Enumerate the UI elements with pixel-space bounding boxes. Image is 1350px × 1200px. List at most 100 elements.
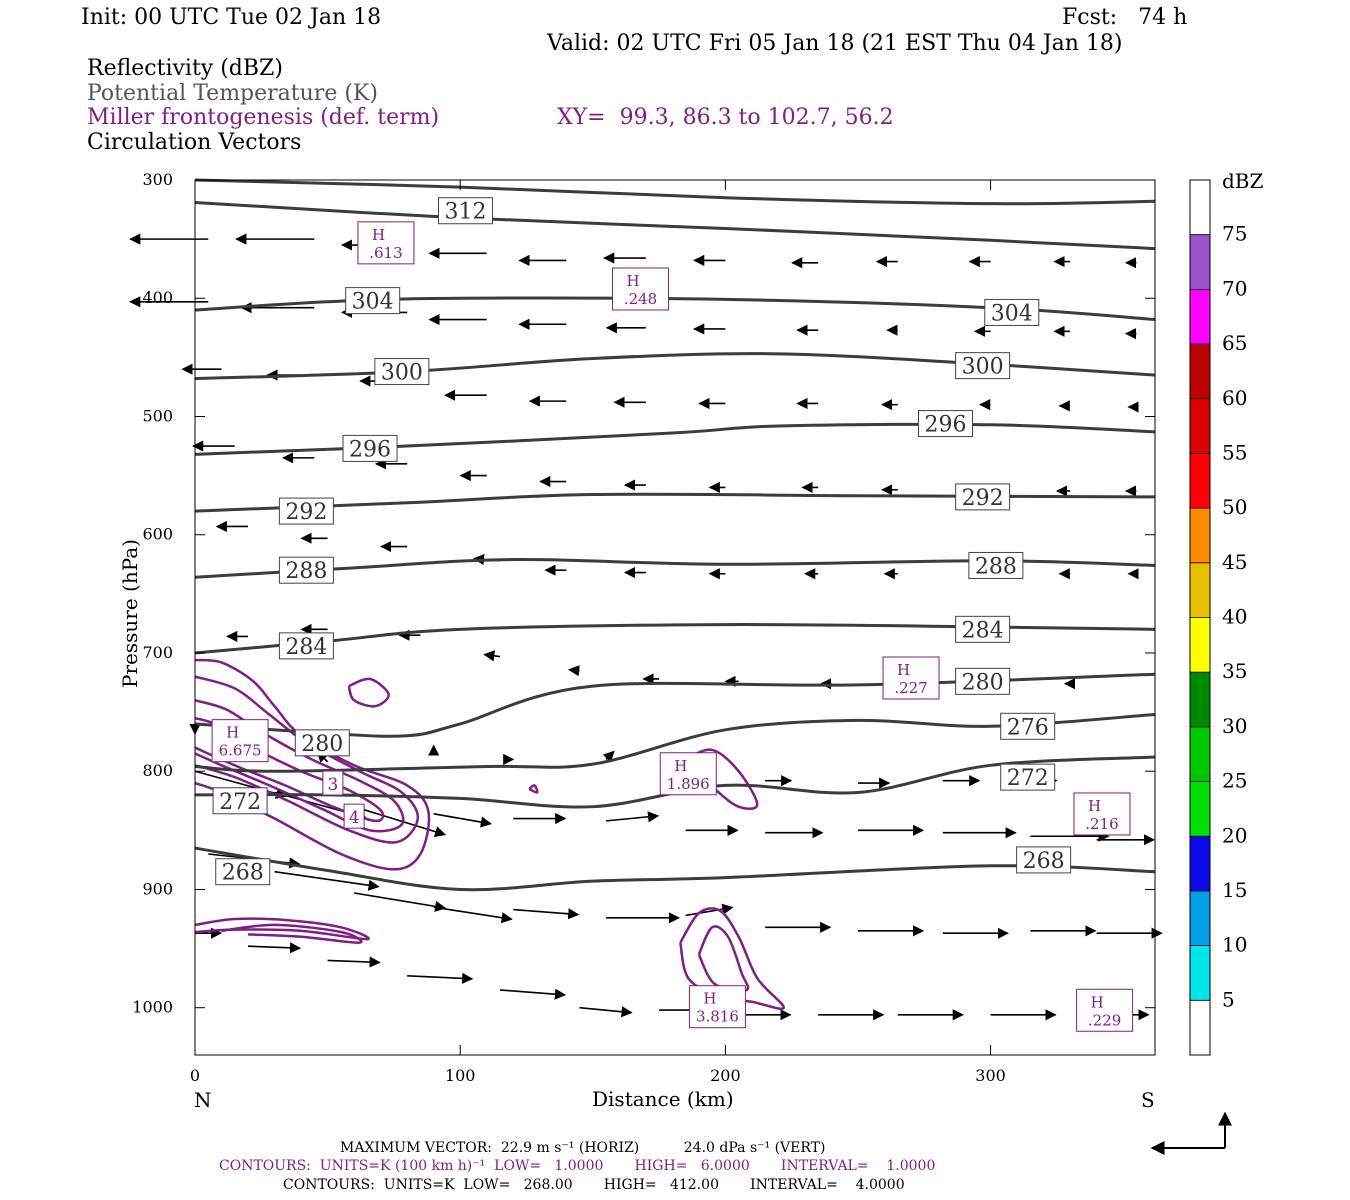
y-axis-label: Pressure (hPa) (118, 539, 142, 688)
fronto-contour-line (221, 923, 363, 944)
y-tick-label: 500 (142, 406, 173, 425)
y-tick-label: 900 (142, 879, 173, 898)
cross-section-xy: XY= 99.3, 86.3 to 102.7, 56.2 (557, 105, 894, 130)
circulation-vector (579, 1006, 633, 1018)
colorbar-tick-label: 25 (1222, 769, 1247, 793)
colorbar-tick-label: 65 (1222, 331, 1247, 355)
circulation-vector (605, 811, 660, 823)
theta-label-box (955, 615, 1011, 643)
theta-label-box (984, 298, 1040, 326)
theta-label-box (1000, 763, 1056, 791)
colorbar-swatch (1190, 398, 1210, 454)
fronto-max-box (1076, 988, 1134, 1032)
fronto-max-box (1073, 792, 1131, 836)
colorbar-swatch (1190, 344, 1210, 399)
y-tick-label: 1000 (132, 998, 173, 1017)
colorbar-tick-label: 35 (1222, 659, 1247, 683)
circulation-vector (499, 988, 567, 1000)
theta-label-box (955, 483, 1011, 511)
theta-label: 312 (444, 200, 486, 225)
colorbar-tick-label: 15 (1222, 878, 1247, 902)
colorbar-swatch (1190, 945, 1210, 1001)
circulation-vector (274, 870, 380, 891)
fronto-contour-line (194, 675, 420, 844)
theta-label-box (294, 729, 350, 757)
fronto-max-box (211, 719, 269, 763)
theta-label-box (968, 551, 1024, 579)
theta-label: 296 (924, 413, 966, 438)
fronto-max-h: H (627, 272, 640, 290)
circulation-vector (353, 805, 447, 838)
field-circulation-vectors: Circulation Vectors (87, 130, 302, 155)
fronto-max-box (357, 221, 415, 265)
axes: 0 100 200 300 300 400 500 600 700 800 900 1000 (132, 170, 1155, 1085)
fronto-max-box (882, 656, 940, 700)
theta-contour-line (194, 178, 1156, 206)
theta-label: 304 (352, 290, 394, 315)
theta-label: 272 (219, 790, 261, 815)
theta-label: 300 (381, 361, 423, 386)
colorbar-swatch (1190, 726, 1210, 782)
colorbar-tick-label: 70 (1222, 276, 1247, 300)
theta-label: 292 (285, 500, 327, 525)
theta-contour-line (194, 422, 1156, 456)
theta-label: 296 (349, 437, 391, 462)
circulation-vector (483, 650, 501, 662)
theta-label-box (1016, 846, 1072, 874)
fronto-max-h: H (372, 226, 385, 244)
y-tick-label: 300 (142, 170, 173, 189)
theta-label-box (917, 410, 973, 438)
plot-frame (194, 179, 1156, 1056)
theta-label: 284 (962, 618, 1004, 643)
fronto-contour-label-box (322, 770, 344, 796)
colorbar-swatch (1190, 508, 1210, 563)
y-tick-label: 800 (142, 761, 173, 780)
colorbar-tick-label: 30 (1222, 714, 1247, 738)
circulation-vector (353, 892, 447, 912)
theta-label-box (345, 287, 401, 315)
field-miller-frontogenesis: Miller frontogenesis (def. term) (87, 105, 440, 130)
colorbar-swatch (1190, 234, 1210, 290)
colorbar-swatch (1190, 562, 1210, 618)
circulation-vector (513, 908, 580, 920)
theta-label-box (278, 497, 334, 525)
theta-contour-line (194, 712, 1156, 773)
circulation-vector (407, 972, 474, 984)
fronto-max-value: 3.816 (696, 1008, 739, 1026)
theta-label-box (437, 197, 493, 225)
fronto-contour-label: 4 (349, 808, 360, 828)
circulation-vector (685, 903, 734, 917)
colorbar-title: dBZ (1222, 169, 1264, 193)
theta-label-box (1000, 712, 1056, 740)
theta-label-box (955, 667, 1011, 695)
theta-contour-line (194, 200, 1156, 251)
field-potential-temperature: Potential Temperature (K) (87, 81, 378, 106)
x-axis-label: Distance (km) (592, 1087, 734, 1111)
theta-label: 272 (1007, 766, 1049, 791)
field-reflectivity: Reflectivity (dBZ) (87, 56, 283, 81)
footer-max-vector: MAXIMUM VECTOR: 22.9 m s⁻¹ (HORIZ) 24.0 … (340, 1140, 826, 1156)
fronto-max-h: H (226, 724, 239, 742)
theta-contour-line (194, 352, 1156, 381)
circulation-vector (568, 665, 580, 677)
fronto-max-value: .613 (369, 244, 402, 262)
footer-fronto-contours: CONTOURS: UNITS=K (100 km h)⁻¹ LOW= 1.00… (219, 1158, 936, 1174)
x-end-north: N (194, 1088, 212, 1112)
colorbar-tick-label: 75 (1222, 222, 1247, 246)
fronto-contour-line (194, 658, 431, 871)
theta-label: 268 (222, 861, 264, 886)
colorbar-tick-label: 50 (1222, 495, 1247, 519)
fronto-max-value: 1.896 (667, 775, 710, 793)
fronto-max-value: 6.675 (219, 742, 262, 760)
fronto-max-h: H (703, 990, 716, 1008)
x-end-south: S (1141, 1088, 1155, 1112)
theta-label: 304 (991, 301, 1033, 326)
vector-scale-legend (1150, 1111, 1232, 1155)
fronto-max-h: H (897, 661, 910, 679)
theta-label: 268 (1023, 849, 1065, 874)
theta-label-box (215, 858, 271, 886)
theta-label: 280 (962, 670, 1004, 695)
theta-contour-line (194, 623, 1156, 655)
theta-contour-line (194, 492, 1156, 513)
y-tick-label: 600 (142, 525, 173, 544)
